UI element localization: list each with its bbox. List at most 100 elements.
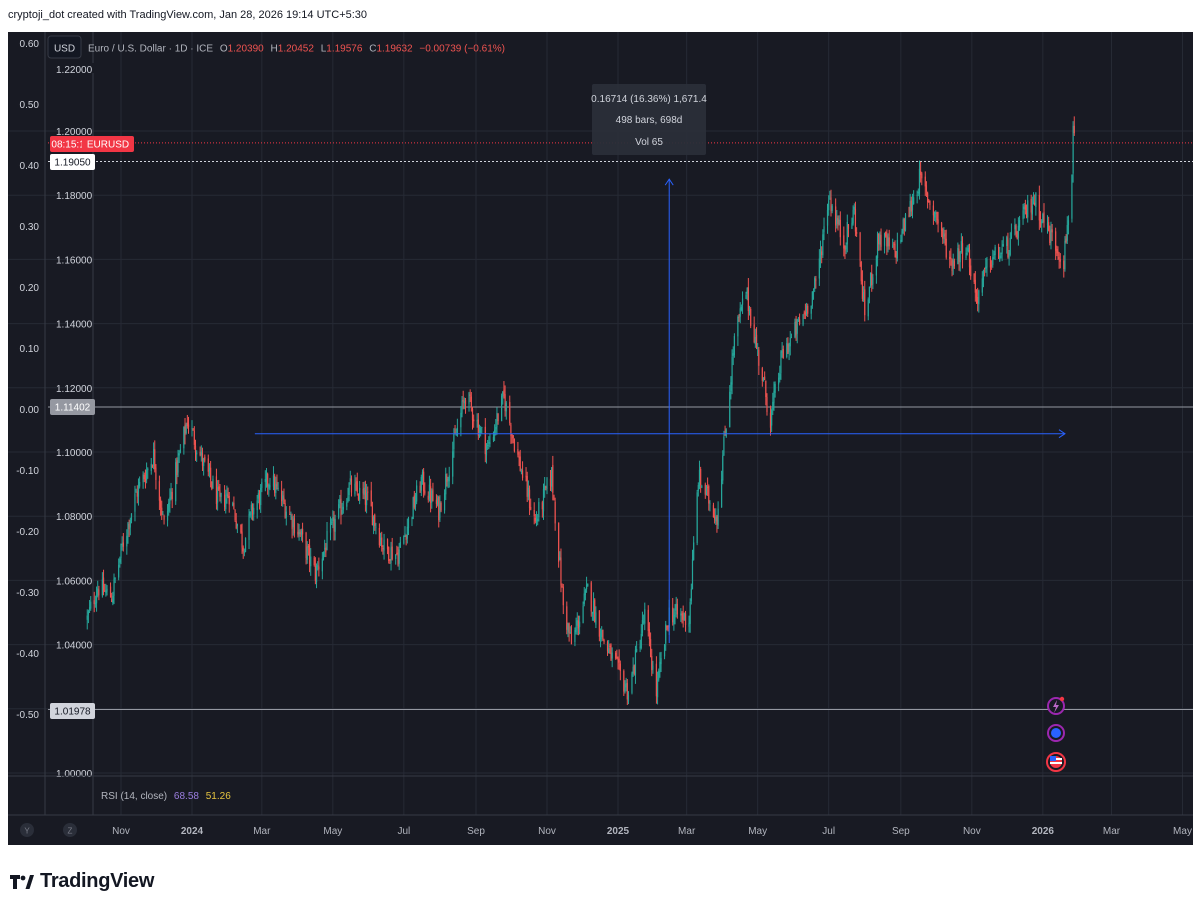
candle-up	[139, 476, 141, 489]
chart-frame[interactable]: 0.60 0.50 0.40 0.30 0.20 0.10 0.00 -0.10 -0.20 -0…	[8, 32, 1193, 845]
candle-down	[1065, 234, 1067, 244]
candle-up	[403, 535, 405, 545]
candle-down	[666, 625, 668, 631]
candle-down	[340, 489, 342, 525]
candle-down	[111, 592, 113, 603]
candle-up	[112, 591, 114, 606]
candle-up	[730, 376, 732, 400]
brand-name: TradingView	[40, 870, 155, 892]
candle-down	[364, 480, 367, 512]
candle-up	[196, 450, 198, 462]
time-tick-label: Jul	[822, 826, 835, 837]
candle-down	[903, 217, 905, 236]
candle-up	[810, 305, 812, 320]
candle-up	[805, 302, 808, 317]
candle-down	[473, 414, 475, 428]
candle-up	[918, 160, 921, 200]
candle-up	[443, 489, 446, 514]
candle-up	[476, 413, 478, 428]
candle-down	[617, 656, 619, 670]
candle-up	[689, 598, 691, 633]
candle-down	[880, 228, 882, 251]
candle-up	[909, 193, 911, 218]
candle-up	[811, 291, 813, 309]
price-chart[interactable]: 0.60 0.50 0.40 0.30 0.20 0.10 0.00 -0.10 -0.20 -0…	[8, 32, 1193, 845]
candle-down	[606, 640, 609, 656]
candle-up	[660, 651, 662, 673]
time-tick-label: 2025	[607, 826, 630, 837]
candle-down	[413, 490, 415, 510]
globe-icon[interactable]	[1047, 724, 1065, 742]
candle-up	[717, 501, 719, 530]
candle-down	[194, 439, 197, 461]
candle-up	[852, 205, 854, 226]
candle-up	[796, 318, 798, 344]
candle-down	[291, 513, 293, 539]
candle-up	[822, 229, 824, 258]
candle-up	[982, 269, 985, 288]
time-tick-label: Mar	[1103, 826, 1121, 837]
currency-button[interactable]	[47, 35, 82, 59]
candle-up	[203, 457, 205, 476]
candle-up	[487, 439, 489, 450]
candle-down	[648, 622, 651, 647]
candle-down	[847, 223, 850, 238]
z-button[interactable]	[63, 823, 77, 837]
candle-down	[566, 601, 568, 635]
candle-up	[1022, 203, 1024, 225]
candle-down	[910, 196, 912, 217]
candle-up	[1050, 221, 1052, 250]
y-button[interactable]	[20, 823, 34, 837]
candle-up	[966, 245, 968, 256]
candle-down	[975, 289, 978, 304]
candle-up	[86, 609, 88, 630]
lightning-icon[interactable]	[1047, 696, 1065, 715]
candle-up	[217, 480, 219, 511]
candle-up	[715, 508, 717, 525]
candle-down	[227, 487, 229, 499]
candle-up	[170, 482, 172, 501]
candle-up	[640, 624, 642, 650]
candle-up	[250, 501, 252, 520]
grid-lines	[8, 32, 1193, 815]
candle-down	[885, 231, 887, 238]
candle-up	[185, 422, 187, 435]
candle-down	[681, 611, 683, 624]
candle-up	[375, 522, 377, 535]
candle-up	[674, 604, 676, 625]
candle-down	[519, 449, 521, 472]
candle-down	[861, 270, 864, 302]
candle-down	[724, 425, 726, 436]
candle-up	[585, 576, 588, 593]
candle-down	[258, 490, 261, 510]
candle-up	[94, 595, 96, 608]
candle-down	[1055, 227, 1057, 260]
price-tick-label: 1.20000	[56, 127, 93, 138]
time-tick-label: May	[323, 826, 342, 837]
left-axis: 0.60 0.50 0.40 0.30 0.20 0.10 0.00 -0.10 -0.20 -0…	[16, 32, 46, 815]
candle-up	[261, 478, 263, 493]
candle-down	[440, 501, 442, 513]
candle-down	[684, 610, 687, 632]
candle-down	[504, 385, 506, 417]
us-flag-icon[interactable]	[1046, 752, 1066, 772]
candle-down	[618, 649, 620, 670]
candle-down	[615, 651, 617, 660]
candle-down	[623, 669, 625, 696]
candle-up	[455, 428, 457, 436]
candle-down	[787, 337, 789, 355]
candle-up	[691, 549, 694, 590]
candle-up	[994, 244, 996, 261]
candle-down	[432, 482, 434, 502]
candle-up	[551, 466, 553, 492]
candle-down	[758, 346, 760, 375]
candle-down	[382, 545, 384, 555]
candle-up	[725, 428, 727, 438]
candle-up	[321, 552, 323, 580]
candle-down	[821, 246, 823, 264]
candle-up	[592, 592, 595, 621]
candle-up	[601, 626, 603, 642]
candle-up	[902, 217, 904, 235]
candle-up	[269, 477, 271, 491]
candle-down	[469, 389, 471, 403]
